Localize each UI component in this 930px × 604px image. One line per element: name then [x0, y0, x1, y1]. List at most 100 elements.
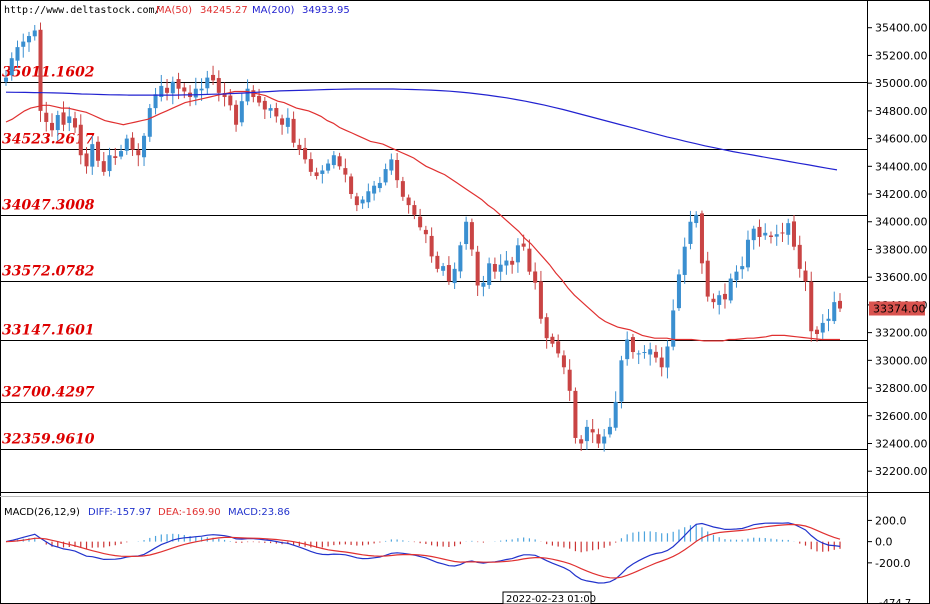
candle-body	[504, 260, 509, 266]
candle-body	[176, 79, 181, 89]
macd-tick-label: 0.0	[875, 536, 893, 549]
candle-body	[55, 115, 60, 131]
candle-body	[446, 265, 451, 282]
candle-body	[38, 29, 43, 111]
candle-body	[372, 185, 377, 194]
price-tick-label: 33000.00	[875, 354, 928, 367]
candle-body	[308, 159, 313, 172]
candle-body	[705, 260, 710, 297]
candle-body	[481, 282, 486, 287]
price-tick-label: 35000.00	[875, 77, 928, 90]
candle-body	[573, 390, 578, 438]
candle-body	[791, 221, 796, 247]
candle-body	[142, 135, 147, 158]
candle-body	[837, 300, 843, 309]
candle-body	[354, 196, 359, 206]
price-tick-label: 32800.00	[875, 382, 928, 395]
candle-body	[44, 112, 49, 122]
candle-body	[245, 88, 250, 102]
candle-body	[303, 147, 308, 160]
candle-body	[366, 191, 371, 203]
candle-body	[326, 163, 331, 171]
candle-body	[199, 88, 204, 91]
price-tick-label: 33200.00	[875, 327, 928, 340]
candle-body	[297, 144, 302, 150]
level-label: 33572.0782	[2, 264, 95, 280]
candle-body	[757, 226, 762, 237]
candle-body	[130, 137, 135, 150]
candle-body	[412, 205, 417, 215]
candle-body	[722, 293, 727, 300]
candle-body	[688, 221, 693, 244]
candle-body	[636, 353, 641, 355]
candle-body	[469, 222, 474, 250]
level-label: 35011.1602	[2, 65, 95, 81]
candle-body	[780, 232, 785, 234]
price-tick-label: 32600.00	[875, 410, 928, 423]
candle-body	[711, 298, 716, 303]
candle-body	[435, 255, 440, 269]
price-tick-label: 34200.00	[875, 188, 928, 201]
price-tick-label: 34000.00	[875, 216, 928, 229]
price-tick-label: 32400.00	[875, 437, 928, 450]
candle-body	[383, 169, 388, 183]
candle-body	[740, 266, 745, 270]
candle-body	[418, 216, 423, 228]
candle-body	[510, 260, 515, 265]
candle-body	[32, 30, 37, 37]
candle-body	[671, 310, 676, 347]
macd-value-label: MACD:23.86	[228, 507, 290, 518]
level-label: 34523.2617	[2, 132, 95, 148]
candle-body	[694, 214, 699, 224]
candle-body	[360, 199, 365, 204]
candle-body	[78, 124, 83, 156]
date-label: 2022-02-23 01:00	[506, 594, 596, 604]
candle-body	[337, 156, 342, 167]
candle-body	[768, 235, 773, 237]
candle-body	[682, 246, 687, 275]
candle-body	[619, 360, 624, 402]
candle-body	[84, 153, 89, 167]
candle-body	[193, 88, 198, 98]
candle-body	[257, 95, 262, 103]
candle-body	[717, 295, 722, 305]
candle-body	[228, 95, 233, 106]
header-url: http://www.deltastock.com/	[4, 5, 161, 16]
candle-body	[291, 118, 296, 143]
candle-body	[50, 122, 55, 131]
candle-body	[343, 168, 348, 175]
ma50-label: MA(50)	[156, 5, 192, 16]
candle-body	[395, 160, 400, 181]
macd-dea-label: DEA:-169.90	[158, 507, 221, 518]
candle-body	[452, 268, 457, 284]
last-price-label: 33374.00	[873, 303, 926, 316]
candle-body	[653, 351, 658, 358]
candle-body	[119, 151, 124, 157]
candle-body	[607, 426, 612, 435]
candle-body	[745, 239, 750, 268]
candle-body	[590, 429, 595, 433]
macd-name: MACD(26,12,9)	[4, 507, 80, 518]
candle-body	[527, 248, 532, 272]
candle-body	[165, 87, 170, 93]
candle-body	[809, 281, 814, 332]
candle-body	[728, 278, 733, 301]
candle-body	[538, 281, 543, 319]
candle-body	[274, 108, 279, 117]
level-label: 32359.9610	[2, 432, 95, 448]
macd-diff-label: DIFF:-157.97	[88, 507, 151, 518]
ma50-line	[5, 90, 840, 342]
candle-body	[170, 81, 175, 94]
candle-body	[786, 223, 791, 235]
candle-body	[268, 108, 273, 111]
candle-body	[331, 155, 336, 166]
macd-bottom-tick: -474.7	[879, 598, 911, 604]
candle-body	[26, 36, 32, 43]
ma50-value: 34245.27	[200, 5, 248, 16]
candle-body	[832, 302, 837, 322]
price-tick-label: 33800.00	[875, 243, 928, 256]
candle-body	[280, 118, 285, 125]
candle-body	[625, 339, 630, 360]
